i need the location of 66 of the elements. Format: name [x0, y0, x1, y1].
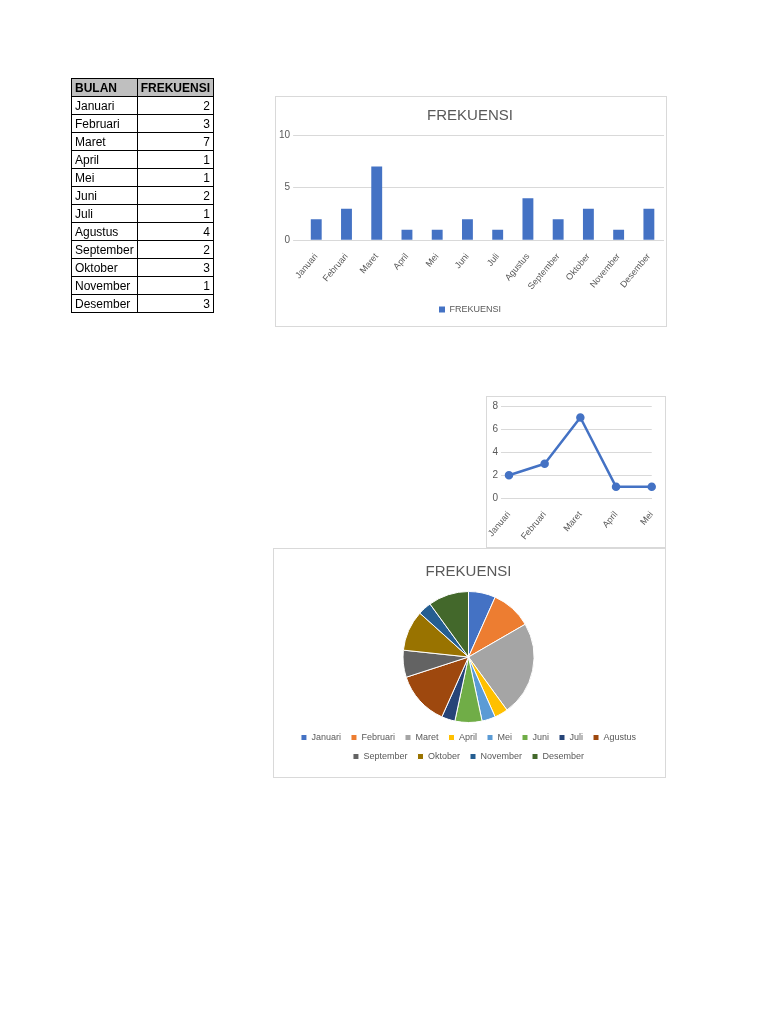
text: FREKUENSI	[137, 78, 214, 97]
legend-label: Juni	[532, 731, 550, 742]
legend-label: Juli	[569, 731, 584, 742]
bar	[613, 229, 625, 240]
category-label: Juli	[71, 204, 138, 223]
point	[611, 482, 621, 492]
data-label: 1	[137, 168, 214, 187]
y-tick-label: 2	[492, 469, 499, 481]
data-label: 7	[137, 132, 214, 151]
category-label: Mei	[71, 168, 138, 187]
bar	[462, 219, 473, 240]
legend-label: November	[480, 750, 523, 761]
category-label: Februari	[71, 114, 138, 133]
y-tick-label: 0	[492, 492, 499, 504]
data-label: 3	[137, 294, 214, 313]
data-label: 2	[137, 240, 214, 259]
legend-label: Januari	[311, 731, 341, 742]
legend-label: FREKUENSI	[449, 303, 502, 314]
x-tick-label: Juli	[484, 251, 502, 269]
legend-label: September	[363, 750, 408, 761]
bar	[492, 229, 504, 240]
point	[504, 471, 514, 480]
chart-title: FREKUENSI	[425, 562, 512, 580]
legend-label: April	[459, 731, 478, 742]
bar	[522, 198, 534, 240]
data-label: 2	[137, 186, 214, 205]
bar	[643, 208, 655, 240]
data-label: 1	[137, 204, 214, 223]
legend-label: Maret	[415, 731, 439, 742]
bar	[310, 219, 322, 240]
chart-title: FREKUENSI	[427, 106, 513, 124]
data-label: 1	[137, 276, 214, 295]
data-label: 2	[137, 96, 214, 115]
bar	[431, 229, 443, 240]
point	[647, 482, 656, 492]
y-tick-label: 5	[284, 181, 291, 193]
y-tick-label: 10	[279, 128, 291, 140]
bar	[552, 219, 564, 240]
category-label: Maret	[71, 132, 138, 151]
category-label: April	[71, 150, 138, 169]
data-label: 3	[137, 114, 214, 133]
y-tick-label: 0	[284, 234, 291, 246]
category-label: Januari	[71, 96, 138, 115]
category-label: Desember	[71, 294, 138, 313]
bar	[341, 208, 352, 240]
legend-label: Februari	[361, 731, 395, 742]
category-label: Juni	[71, 186, 138, 205]
y-tick-label: 6	[492, 422, 499, 434]
legend-label: Desember	[542, 750, 585, 761]
data-label: 3	[137, 258, 214, 277]
point	[576, 413, 585, 422]
bar	[401, 229, 413, 240]
legend-label: Agustus	[603, 731, 637, 742]
x-tick-label: Mei	[423, 251, 441, 269]
text: BULAN	[71, 78, 138, 97]
legend-label: Mei	[497, 731, 513, 742]
bar	[582, 208, 594, 240]
x-tick-label: Mei	[638, 509, 656, 527]
data-label: 1	[137, 150, 214, 169]
legend-label: Oktober	[427, 750, 461, 761]
y-tick-label: 8	[492, 399, 499, 411]
y-tick-label: 4	[492, 445, 499, 457]
data-label: 4	[137, 222, 214, 241]
point	[540, 459, 549, 468]
bar	[371, 166, 383, 240]
category-label: Agustus	[71, 222, 138, 241]
